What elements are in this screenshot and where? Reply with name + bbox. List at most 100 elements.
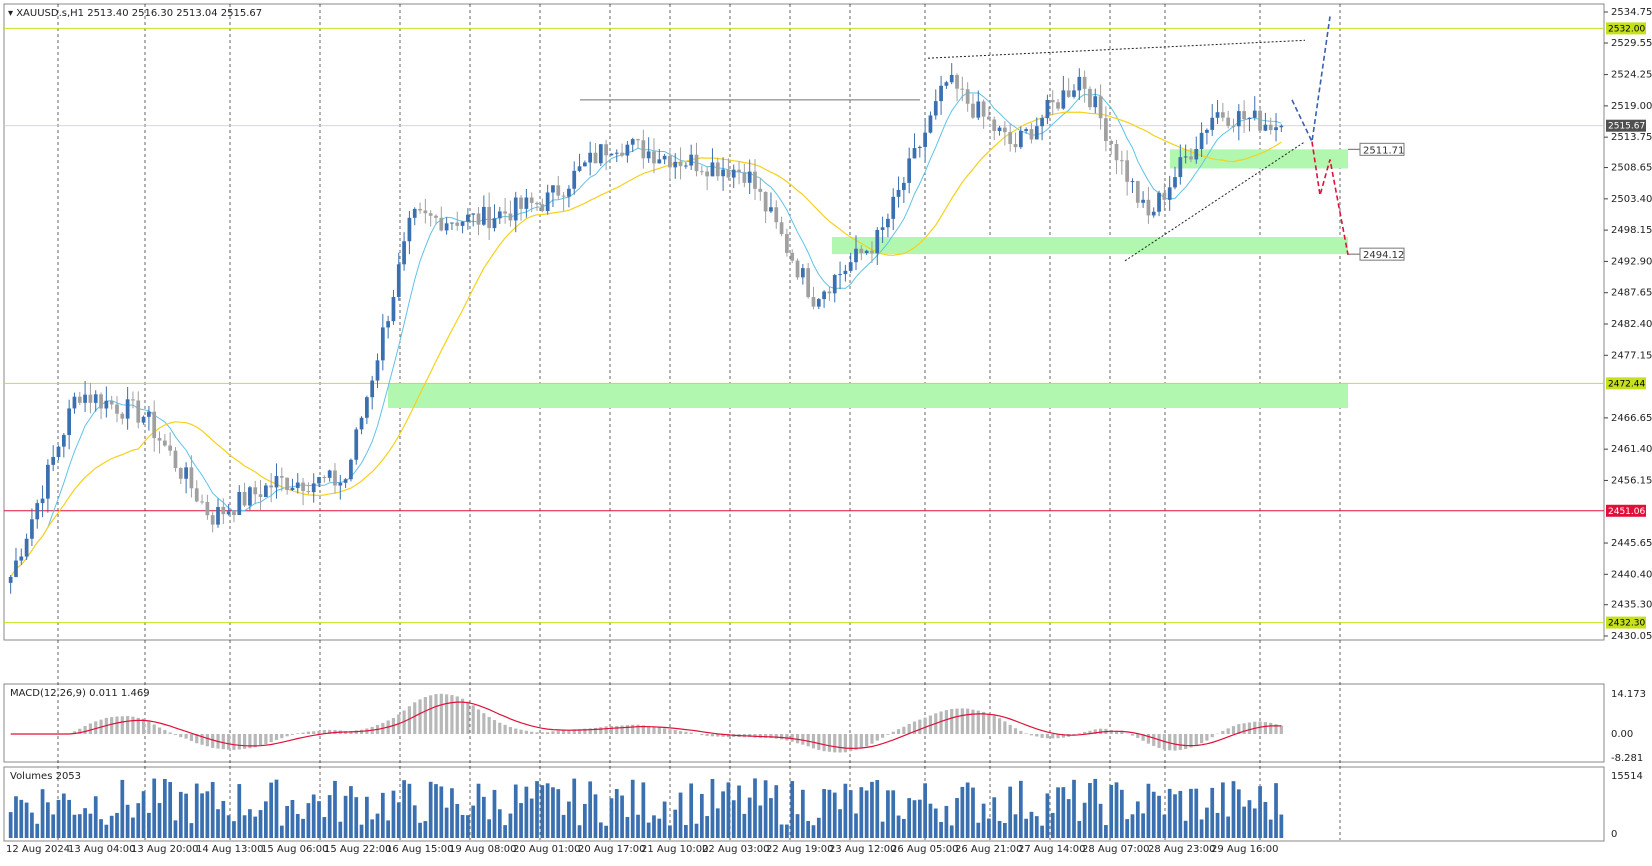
- macd-bar: [169, 732, 172, 734]
- price-tick-label: 2466.65: [1611, 413, 1652, 424]
- candle-body: [1274, 127, 1278, 130]
- macd-bar: [445, 694, 448, 734]
- candle-body: [785, 234, 789, 253]
- time-tick-label: 27 Aug 14:00: [1018, 844, 1085, 855]
- macd-bar: [817, 734, 820, 750]
- volume-bar: [636, 815, 640, 838]
- volume-bar: [1014, 814, 1018, 838]
- macd-bar: [1131, 734, 1134, 736]
- volume-bar: [891, 790, 895, 838]
- volume-bar: [780, 825, 784, 838]
- candle-body: [870, 251, 874, 253]
- macd-bar: [610, 726, 613, 734]
- macd-bar: [1221, 731, 1224, 734]
- price-tick-label: 2534.75: [1611, 7, 1652, 18]
- volume-bar: [120, 780, 124, 838]
- time-tick-label: 12 Aug 2024: [6, 844, 70, 855]
- candle-body: [285, 478, 289, 490]
- price-tick-label: 2461.40: [1611, 444, 1652, 455]
- volume-bar: [1051, 813, 1055, 838]
- macd-tick-label: 14.173: [1611, 689, 1646, 700]
- macd-bar: [498, 723, 501, 734]
- candle-body: [392, 297, 396, 321]
- candle-body: [902, 183, 906, 190]
- volume-bar: [471, 806, 475, 838]
- volume-tick-label: 0: [1611, 829, 1617, 840]
- price-marker-label: 2451.06: [1608, 507, 1645, 517]
- candle-body: [57, 447, 61, 457]
- candle-body: [971, 104, 975, 118]
- candle-body: [1014, 144, 1018, 147]
- volume-bar: [317, 801, 321, 838]
- candle-body: [641, 140, 645, 158]
- volume-bar: [1184, 821, 1188, 838]
- candle-body: [190, 467, 194, 488]
- volume-bar: [408, 784, 412, 838]
- macd-bar: [440, 694, 443, 734]
- macd-bar: [418, 699, 421, 734]
- macd-bar: [1232, 726, 1235, 734]
- volume-bar: [588, 781, 592, 838]
- candle-body: [477, 213, 481, 224]
- price-tick-label: 2519.00: [1611, 101, 1652, 112]
- price-axis: 2534.752529.552524.252519.002513.752508.…: [1604, 7, 1652, 642]
- volume-bar: [854, 813, 858, 838]
- candle-body: [1003, 128, 1007, 132]
- candle-body: [758, 189, 762, 192]
- candle-body: [152, 412, 156, 438]
- volume-bar: [551, 787, 555, 838]
- volume-bar: [620, 796, 624, 838]
- volume-bar: [296, 814, 300, 838]
- volume-bar: [1168, 789, 1172, 838]
- candle-body: [179, 468, 183, 479]
- candle-body: [89, 395, 93, 403]
- volume-bar: [94, 796, 98, 838]
- candle-body: [881, 227, 885, 230]
- volume-bar: [259, 810, 263, 838]
- candle-body: [652, 151, 656, 163]
- macd-bar: [690, 732, 693, 734]
- volume-bar: [41, 789, 45, 838]
- macd-tick-label: 0.00: [1611, 729, 1633, 740]
- candle-body: [461, 222, 465, 226]
- volume-bar: [721, 791, 725, 838]
- candle-body: [567, 189, 571, 197]
- candle-body: [1040, 118, 1044, 126]
- macd-bar: [317, 731, 320, 734]
- macd-bar: [876, 734, 879, 741]
- volume-bar: [99, 819, 103, 838]
- volume-bar: [73, 815, 77, 838]
- candle-body: [801, 268, 805, 277]
- macd-bar: [291, 734, 294, 735]
- macd-bar: [785, 734, 788, 741]
- volume-bar: [711, 779, 715, 838]
- volume-bar: [647, 823, 651, 838]
- volume-bar: [370, 819, 374, 838]
- macd-bar: [897, 729, 900, 734]
- macd-bar: [706, 734, 709, 736]
- macd-bar: [807, 734, 810, 746]
- candle-body: [689, 155, 693, 166]
- candle-body: [684, 166, 688, 167]
- candle-body: [423, 211, 427, 214]
- candle-body: [322, 477, 326, 478]
- candle-body: [136, 400, 140, 422]
- macd-bar: [286, 734, 289, 736]
- volume-bar: [1152, 792, 1156, 838]
- candle-body: [1226, 118, 1230, 126]
- symbol-header: ▾ XAUUSD.s,H1 2513.40 2516.30 2513.04 25…: [8, 8, 262, 19]
- volume-bar: [1077, 821, 1081, 838]
- volume-bar: [1237, 789, 1241, 838]
- macd-bar: [1157, 734, 1160, 748]
- volume-bar: [423, 821, 427, 838]
- candle-body: [104, 401, 108, 409]
- price-marker-label: 2532.00: [1608, 24, 1645, 34]
- candle-body: [849, 262, 853, 271]
- volume-bar: [556, 789, 560, 838]
- candle-body: [1024, 129, 1028, 131]
- macd-bar: [631, 725, 634, 734]
- volume-bar: [152, 779, 156, 838]
- candle-body: [1163, 193, 1167, 200]
